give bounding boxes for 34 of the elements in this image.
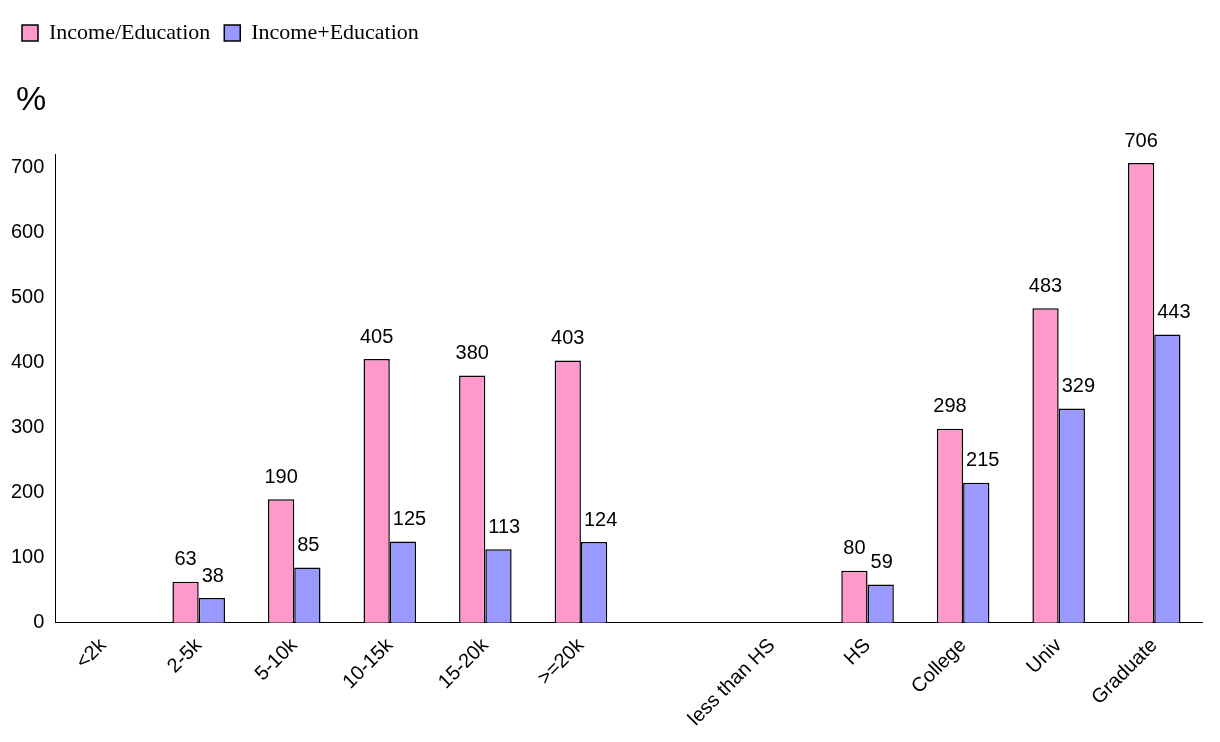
data-label: 190 [264, 464, 298, 487]
x-tick-label: <2k [71, 632, 111, 673]
y-axis-title: % [16, 79, 47, 118]
data-label: 38 [201, 563, 224, 586]
legend-label: Income/Education [49, 18, 211, 44]
y-tick-label: 0 [33, 610, 45, 633]
data-label: 125 [392, 506, 427, 529]
legend-label: Income+Education [251, 18, 419, 44]
y-tick-label: 200 [10, 480, 45, 503]
data-label: 329 [1061, 374, 1096, 397]
y-tick-label: 300 [10, 415, 45, 438]
data-label: 59 [870, 549, 893, 572]
y-tick-label: 100 [10, 545, 45, 568]
y-tick-label: 400 [10, 349, 45, 372]
y-tick-label: 700 [10, 154, 45, 177]
data-label: 706 [1124, 128, 1158, 151]
data-label: 380 [455, 340, 489, 363]
data-label: 80 [843, 536, 866, 559]
data-label: 443 [1157, 299, 1191, 322]
data-label: 298 [933, 394, 967, 417]
data-label: 405 [359, 324, 394, 347]
x-tick-label: 2-5k [162, 632, 207, 677]
x-tick-label: Univ [1021, 633, 1066, 678]
data-label: 85 [297, 533, 320, 556]
x-tick-label: HS [839, 633, 875, 669]
data-label: 113 [488, 514, 521, 537]
data-label: 403 [551, 325, 585, 348]
x-tick-label: less than HS [683, 633, 779, 730]
data-label: 63 [174, 547, 197, 570]
data-label: 215 [966, 448, 1000, 471]
data-label: 483 [1028, 273, 1063, 296]
y-tick-label: 600 [10, 219, 45, 242]
y-tick-label: 500 [10, 284, 45, 307]
data-label: 124 [583, 507, 618, 530]
